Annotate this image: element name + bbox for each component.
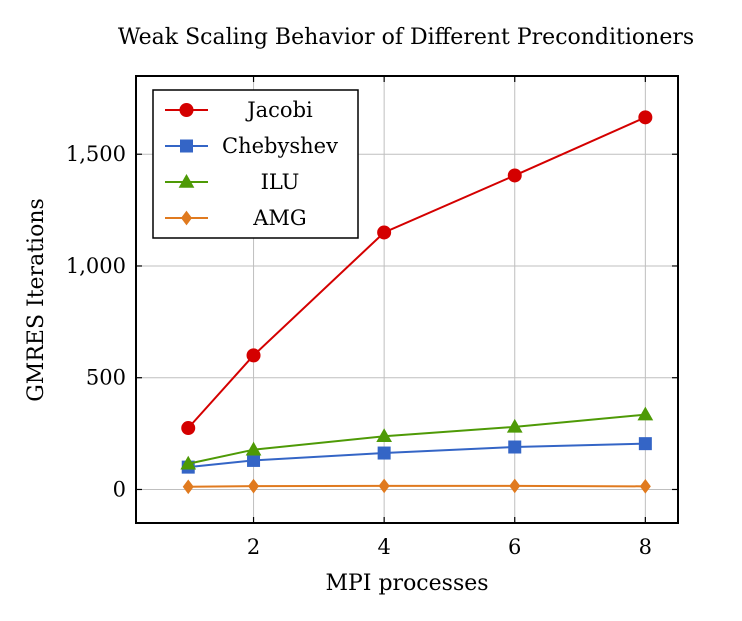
x-tick-label: 6: [508, 535, 521, 559]
legend-marker-amg: [181, 210, 192, 226]
data-point-ilu: [180, 455, 197, 470]
legend-label-ilu: ILU: [261, 170, 300, 194]
legend-label-chebyshev: Chebyshev: [222, 134, 338, 158]
y-tick-label: 1,000: [66, 254, 126, 278]
x-axis-label: MPI processes: [325, 571, 488, 596]
legend-label-amg: AMG: [252, 206, 306, 230]
data-series: [180, 110, 654, 495]
x-tick-label: 4: [377, 535, 390, 559]
series-amg: [182, 478, 651, 495]
data-point-ilu: [506, 418, 523, 433]
data-point-amg: [182, 479, 194, 495]
data-point-jacobi: [377, 225, 392, 240]
axis-ticks: 2 4 6 8 0 500 1,000 1,500: [66, 76, 678, 559]
grid-lines: [136, 76, 678, 523]
data-point-jacobi: [638, 110, 653, 125]
data-point-amg: [639, 479, 651, 494]
data-point-jacobi: [181, 421, 196, 436]
legend-marker-ilu: [178, 173, 195, 188]
data-point-jacobi: [507, 168, 522, 183]
data-point-chebyshev: [377, 446, 391, 460]
y-tick-label: 500: [86, 366, 126, 390]
legend-marker-chebyshev: [180, 139, 193, 153]
data-point-jacobi: [246, 348, 261, 363]
data-point-amg: [378, 478, 390, 494]
data-point-ilu: [637, 406, 654, 421]
plot-frame: [135, 75, 679, 524]
data-point-amg: [248, 478, 260, 494]
y-axis-label: GMRES Iterations: [24, 198, 49, 402]
legend-label-jacobi: Jacobi: [245, 98, 313, 122]
data-point-amg: [509, 478, 521, 494]
data-point-chebyshev: [508, 440, 522, 454]
series-jacobi: [181, 110, 653, 436]
x-tick-label: 2: [247, 535, 260, 559]
data-point-chebyshev: [638, 437, 652, 451]
data-point-ilu: [245, 441, 262, 456]
legend: Jacobi Chebyshev ILU AMG: [152, 89, 359, 239]
y-tick-label: 0: [113, 477, 126, 501]
data-point-chebyshev: [247, 453, 261, 467]
x-tick-label: 8: [639, 535, 652, 559]
chart-title: Weak Scaling Behavior of Different Preco…: [118, 25, 694, 50]
series-ilu: [180, 406, 654, 470]
y-tick-label: 1,500: [66, 142, 126, 166]
legend-marker-jacobi: [179, 103, 194, 117]
data-point-ilu: [376, 428, 393, 443]
